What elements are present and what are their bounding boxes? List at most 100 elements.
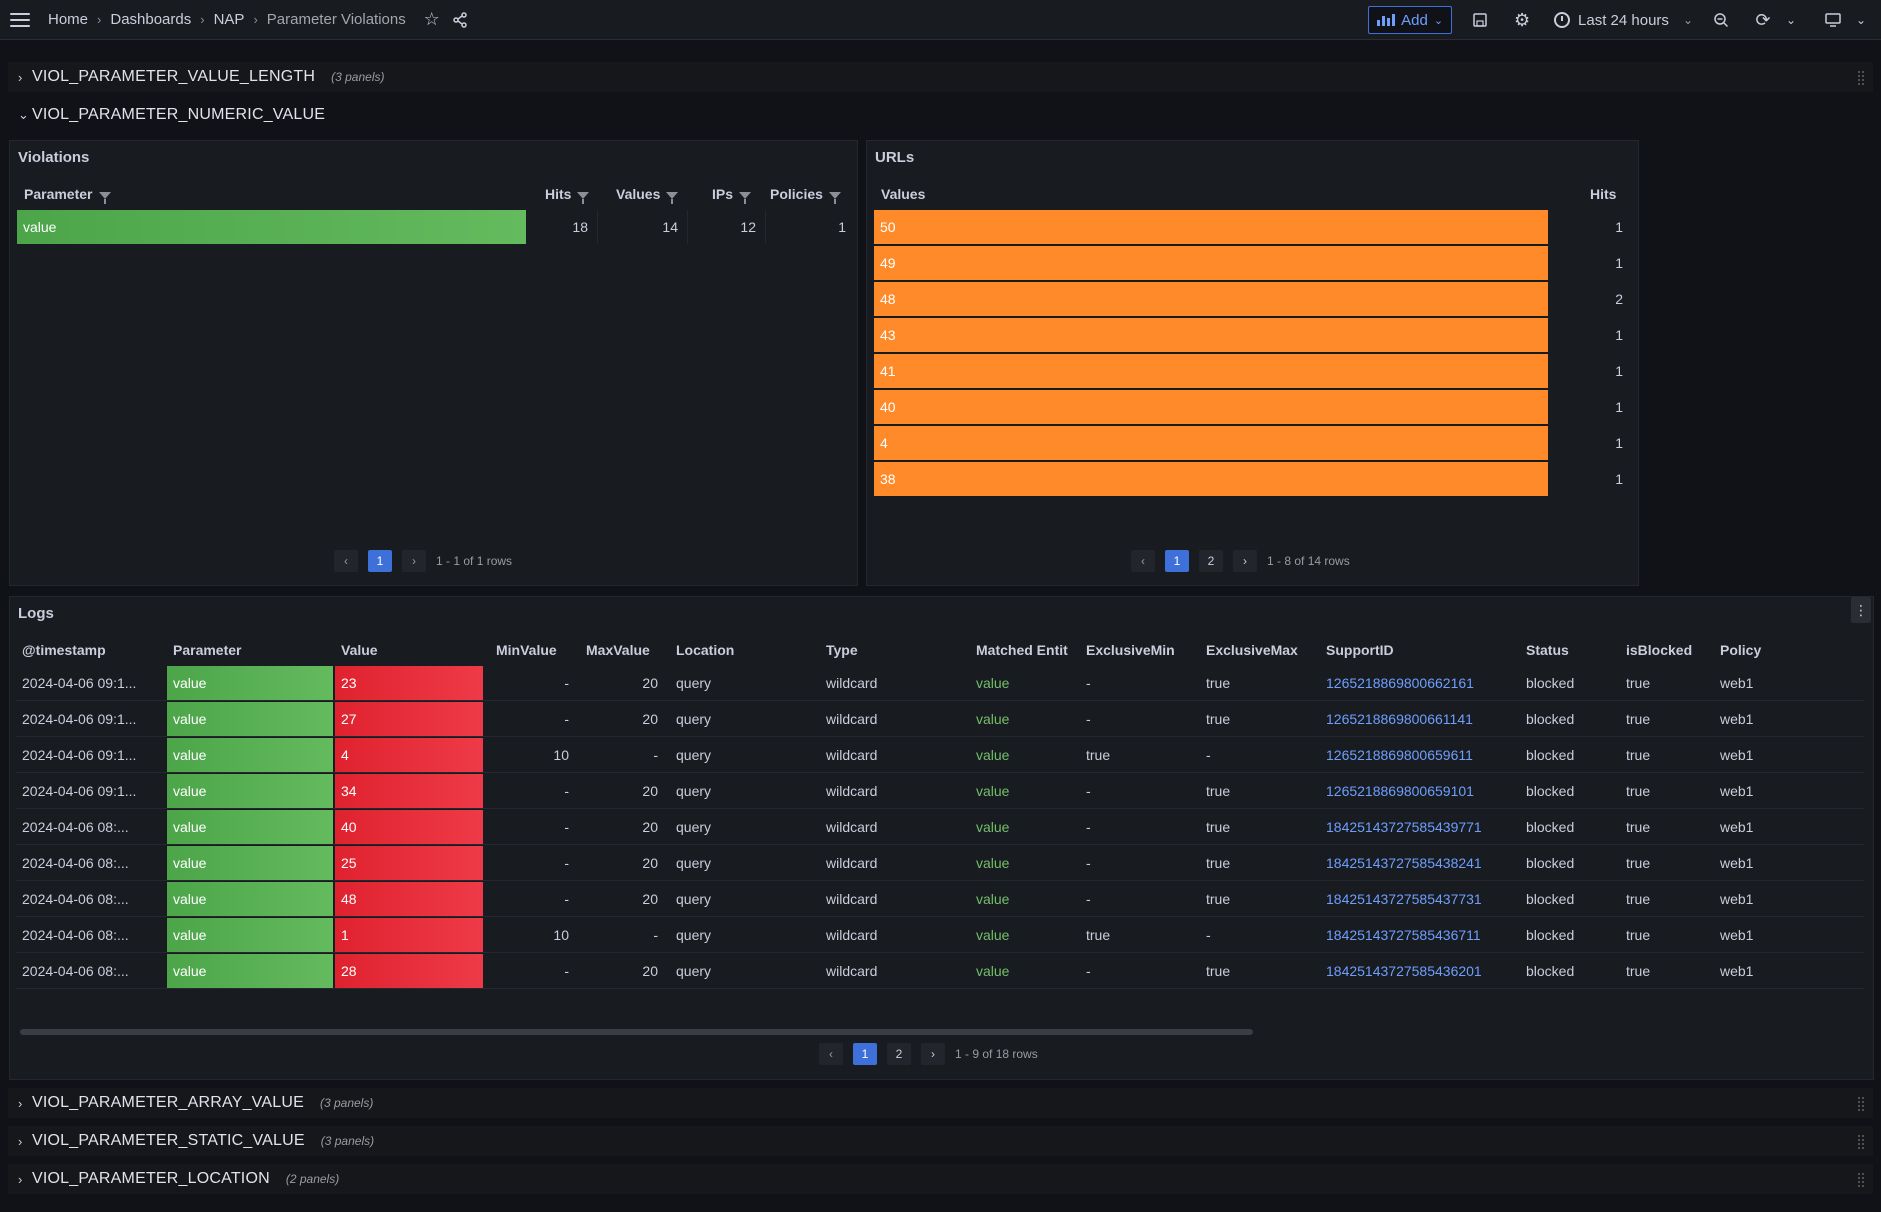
filter-icon[interactable] xyxy=(577,191,590,204)
column-header-ips[interactable]: IPs xyxy=(712,186,752,204)
header-label: Values xyxy=(881,186,926,202)
gear-icon[interactable]: ⚙ xyxy=(1513,9,1531,30)
drag-handle-icon[interactable] xyxy=(1857,1134,1865,1150)
column-header-exmax[interactable]: ExclusiveMax xyxy=(1206,642,1298,658)
breadcrumb-nap[interactable]: NAP xyxy=(213,11,245,28)
column-header-values[interactable]: Values xyxy=(881,186,925,202)
log-value-cell: 23 xyxy=(335,666,483,700)
column-header-policy[interactable]: Policy xyxy=(1720,642,1761,658)
column-header-status[interactable]: Status xyxy=(1526,642,1569,658)
log-timestamp-cell: 2024-04-06 08:... xyxy=(22,819,129,835)
log-policy-cell: web1 xyxy=(1720,711,1754,727)
page-button[interactable]: 2 xyxy=(887,1043,911,1065)
log-support-cell[interactable]: 18425143727585437731 xyxy=(1326,891,1482,907)
header-label: MinValue xyxy=(496,642,557,658)
row-title: VIOL_PARAMETER_LOCATION xyxy=(32,1170,270,1187)
filter-icon[interactable] xyxy=(98,191,111,204)
chevron-down-icon[interactable]: ⌄ xyxy=(1785,13,1797,27)
panel-menu-icon[interactable]: ⋮ xyxy=(1851,597,1871,623)
log-type-cell: wildcard xyxy=(826,855,878,871)
log-blocked-cell: true xyxy=(1626,711,1651,727)
next-page-button[interactable]: › xyxy=(921,1043,945,1065)
filter-icon[interactable] xyxy=(739,191,752,204)
row-viol-parameter-value-length[interactable]: › VIOL_PARAMETER_VALUE_LENGTH (3 panels) xyxy=(8,62,1873,92)
column-header-max[interactable]: MaxValue xyxy=(586,642,650,658)
log-support-cell[interactable]: 1265218869800662161 xyxy=(1326,675,1474,691)
column-header-hits[interactable]: Hits xyxy=(545,186,590,204)
log-parameter-cell: value xyxy=(167,810,333,844)
column-header-exmin[interactable]: ExclusiveMin xyxy=(1086,642,1175,658)
column-header-parameter[interactable]: Parameter xyxy=(173,642,242,658)
share-icon[interactable] xyxy=(446,6,474,34)
menu-icon[interactable] xyxy=(10,12,30,27)
column-header-type[interactable]: Type xyxy=(826,642,858,658)
header-label: Type xyxy=(826,642,858,658)
prev-page-button[interactable]: ‹ xyxy=(1131,550,1155,572)
log-support-cell[interactable]: 1265218869800659611 xyxy=(1326,747,1473,763)
log-status-cell: blocked xyxy=(1526,819,1575,835)
log-type-cell: wildcard xyxy=(826,711,878,727)
chevron-right-icon: › xyxy=(18,69,23,85)
refresh-icon[interactable]: ⟳ xyxy=(1755,9,1771,30)
row-viol-parameter-static-value[interactable]: › VIOL_PARAMETER_STATIC_VALUE (3 panels) xyxy=(8,1126,1873,1156)
log-support-cell[interactable]: 18425143727585436711 xyxy=(1326,927,1481,943)
log-min-cell: - xyxy=(564,783,569,799)
chevron-down-icon[interactable]: ⌄ xyxy=(1855,13,1867,27)
column-header-hits[interactable]: Hits xyxy=(1590,186,1616,202)
filter-icon[interactable] xyxy=(666,191,679,204)
column-header-location[interactable]: Location xyxy=(676,642,734,658)
add-button[interactable]: Add ⌄ xyxy=(1368,6,1453,34)
urls-panel: URLs Values Hits 50 1 49 1 48 2 43 1 41 1 40 1 4 1 38 1… xyxy=(866,140,1639,586)
log-policy-cell: web1 xyxy=(1720,783,1754,799)
header-label: Parameter xyxy=(24,186,93,202)
rows-summary: 1 - 8 of 14 rows xyxy=(1267,554,1350,568)
drag-handle-icon[interactable] xyxy=(1857,70,1865,86)
page-button[interactable]: 1 xyxy=(1165,550,1189,572)
prev-page-button[interactable]: ‹ xyxy=(819,1043,843,1065)
filter-icon[interactable] xyxy=(828,191,841,204)
breadcrumb-dashboards[interactable]: Dashboards xyxy=(110,11,192,28)
column-header-support[interactable]: SupportID xyxy=(1326,642,1394,658)
log-min-cell: - xyxy=(564,675,569,691)
column-header-policies[interactable]: Policies xyxy=(770,186,841,204)
log-support-cell[interactable]: 18425143727585438241 xyxy=(1326,855,1482,871)
column-header-timestamp[interactable]: @timestamp xyxy=(22,642,106,658)
log-matched-cell: value xyxy=(976,891,1010,907)
zoom-out-icon[interactable] xyxy=(1707,6,1735,34)
column-header-min[interactable]: MinValue xyxy=(496,642,557,658)
rows-summary: 1 - 1 of 1 rows xyxy=(436,554,513,568)
column-header-parameter[interactable]: Parameter xyxy=(24,186,111,204)
log-support-cell[interactable]: 1265218869800661141 xyxy=(1326,711,1473,727)
log-value-cell: 40 xyxy=(335,810,483,844)
star-icon[interactable]: ☆ xyxy=(423,9,440,29)
log-support-cell[interactable]: 1265218869800659101 xyxy=(1326,783,1474,799)
prev-page-button[interactable]: ‹ xyxy=(334,550,358,572)
header-label: Hits xyxy=(1590,186,1617,202)
row-viol-parameter-numeric-value[interactable]: ⌄ VIOL_PARAMETER_NUMERIC_VALUE xyxy=(8,100,1873,130)
log-support-cell[interactable]: 18425143727585436201 xyxy=(1326,963,1482,979)
row-viol-parameter-location[interactable]: › VIOL_PARAMETER_LOCATION (2 panels) xyxy=(8,1164,1873,1194)
next-page-button[interactable]: › xyxy=(1233,550,1257,572)
page-button[interactable]: 1 xyxy=(853,1043,877,1065)
tv-mode-icon[interactable] xyxy=(1819,6,1847,34)
column-header-blocked[interactable]: isBlocked xyxy=(1626,642,1692,658)
time-range-picker[interactable]: Last 24 hours ⌄ xyxy=(1554,12,1693,29)
drag-handle-icon[interactable] xyxy=(1857,1096,1865,1112)
column-header-value[interactable]: Value xyxy=(341,642,378,658)
next-page-button[interactable]: › xyxy=(402,550,426,572)
log-policy-cell: web1 xyxy=(1720,891,1754,907)
column-header-matched[interactable]: Matched Entit xyxy=(976,642,1068,658)
horizontal-scrollbar[interactable] xyxy=(20,1029,1253,1035)
log-support-cell[interactable]: 18425143727585439771 xyxy=(1326,819,1482,835)
url-hits-cell: 2 xyxy=(1615,291,1623,307)
column-header-values[interactable]: Values xyxy=(616,186,679,204)
page-button[interactable]: 2 xyxy=(1199,550,1223,572)
page-button[interactable]: 1 xyxy=(368,550,392,572)
save-icon[interactable] xyxy=(1466,6,1494,34)
row-title: VIOL_PARAMETER_VALUE_LENGTH xyxy=(32,68,316,85)
drag-handle-icon[interactable] xyxy=(1857,1172,1865,1188)
url-value-cell: 49 xyxy=(874,246,1548,280)
log-status-cell: blocked xyxy=(1526,891,1575,907)
row-viol-parameter-array-value[interactable]: › VIOL_PARAMETER_ARRAY_VALUE (3 panels) xyxy=(8,1088,1873,1118)
breadcrumb-home[interactable]: Home xyxy=(48,11,89,28)
